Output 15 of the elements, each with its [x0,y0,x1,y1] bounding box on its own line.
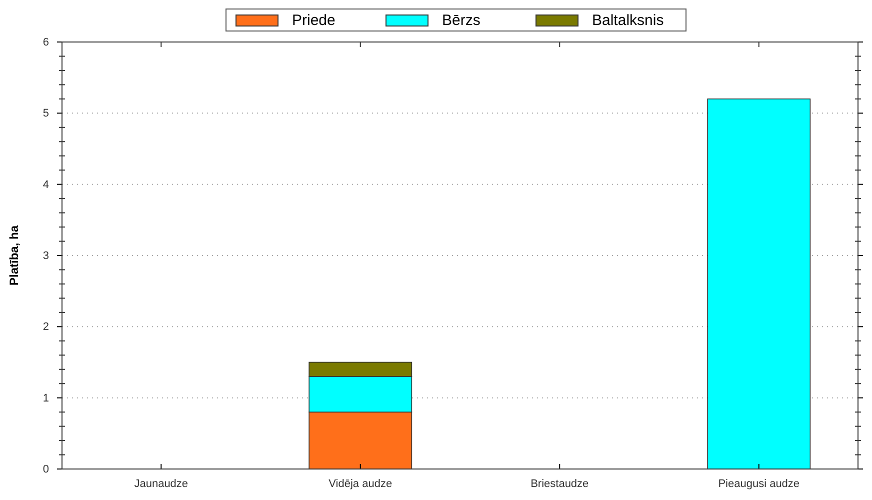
y-tick-label: 5 [42,108,49,120]
y-tick-label: 3 [42,250,49,262]
y-tick-label: 0 [42,464,49,476]
y-tick-label: 2 [42,321,49,334]
legend-label: Baltalksnis [592,12,664,29]
x-tick-label: Pieaugusi audze [718,478,800,490]
legend-label: Priede [292,12,336,29]
y-tick-label: 6 [42,36,49,49]
y-axis-title: Platība, ha [7,225,21,286]
y-tick-label: 4 [42,178,49,191]
x-tick-label: Jaunaudze [134,478,188,490]
legend-label: Bērzs [442,12,480,29]
x-tick-label: Vidēja audze [328,478,392,490]
x-tick-label: Briestaudze [530,478,589,490]
y-tick-label: 1 [42,392,49,404]
